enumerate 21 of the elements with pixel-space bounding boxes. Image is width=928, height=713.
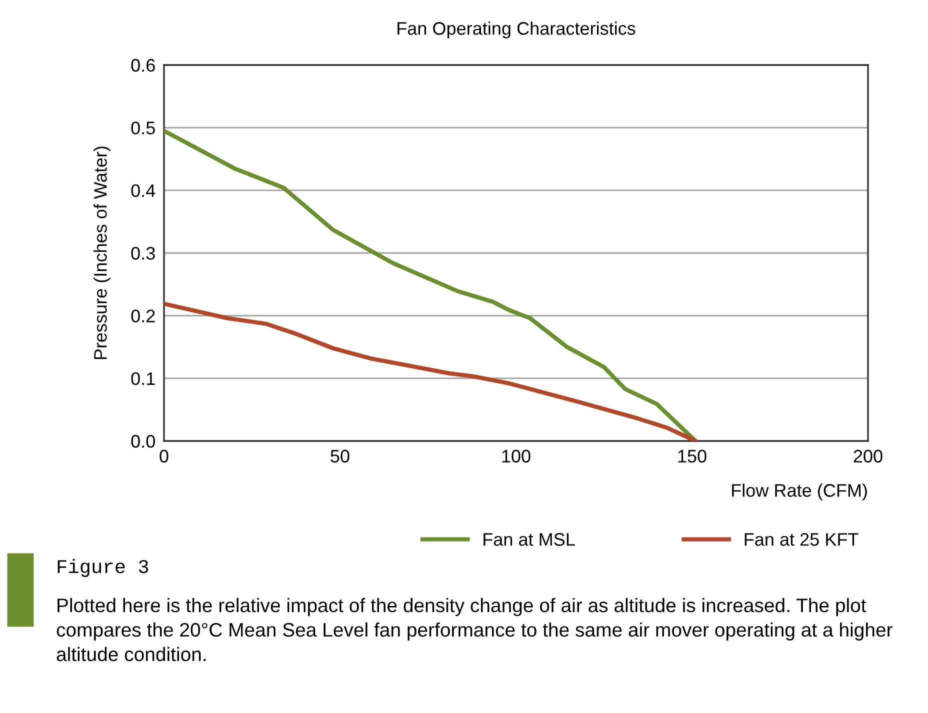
- y-tick-label: 0.2: [131, 310, 155, 322]
- y-tick-label: 0.3: [131, 246, 155, 260]
- x-tick-label: 100: [502, 450, 530, 463]
- y-axis-title: Pressure (Inches of Water): [94, 146, 110, 360]
- legend-label: Fan at MSL: [484, 533, 575, 546]
- line-series: [164, 128, 698, 441]
- y-tick-label: 0.4: [131, 184, 156, 198]
- y-tick-label: 0.0: [131, 434, 155, 448]
- y-tick-label: 0.5: [131, 122, 155, 134]
- chart-title: Fan Operating Characteristics: [398, 22, 636, 38]
- x-axis-title: Flow Rate (CFM): [732, 484, 867, 500]
- legend-label: Fan at 25 KFT: [744, 533, 858, 546]
- x-tick-label: 50: [330, 450, 350, 463]
- x-tick-label: 200: [854, 450, 882, 463]
- y-tick-label: 0.1: [131, 372, 155, 386]
- x-tick-label: 150: [678, 450, 706, 463]
- x-tick-label: 0: [160, 450, 168, 463]
- line-series: [164, 302, 698, 441]
- y-tick-label: 0.6: [131, 58, 155, 72]
- text: Plotted here is the relative impact of the density change of air as altitude is increased. The plot compares the 20°C Mean Sea Level fan performance to the same air mover operating at a higher altitude condition.: [56, 598, 892, 662]
- caption: Figure 3: [58, 558, 148, 578]
